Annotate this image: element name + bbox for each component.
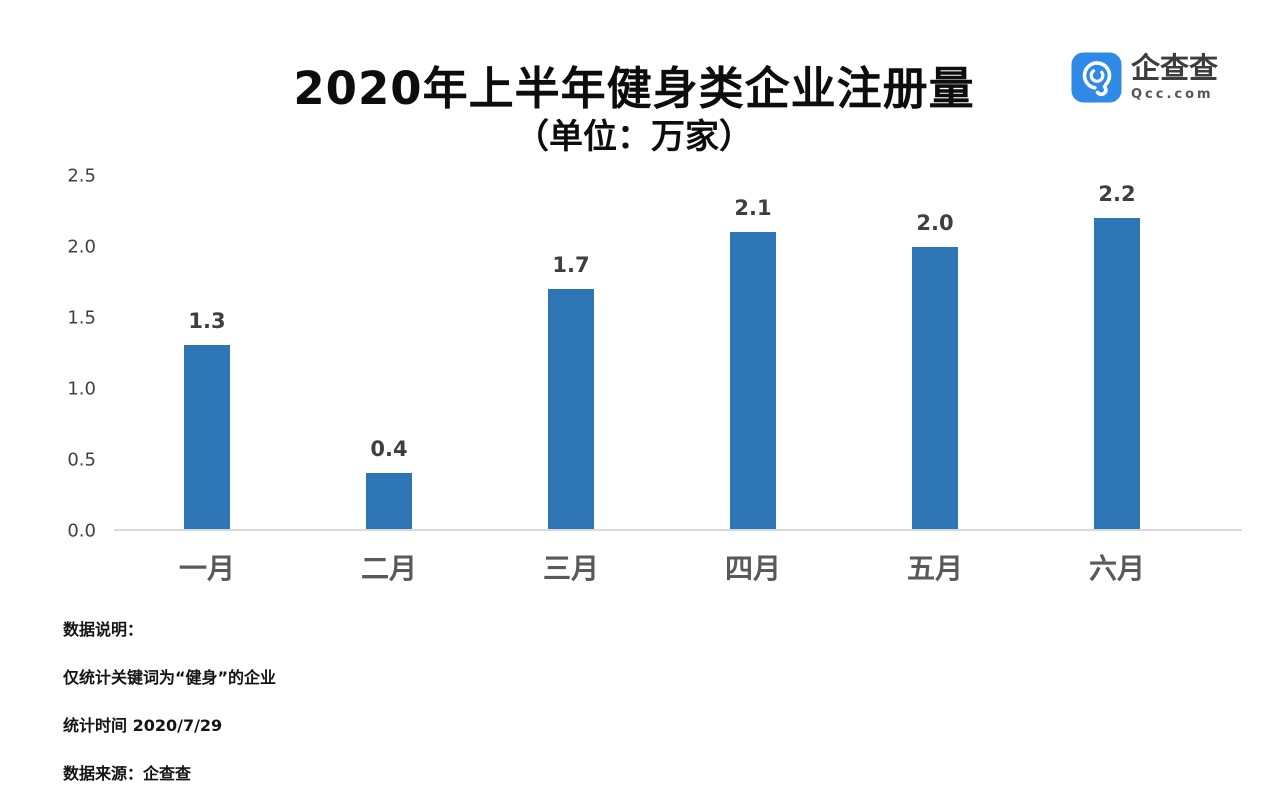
bar <box>548 288 594 529</box>
x-axis-label: 一月 <box>178 552 236 585</box>
bar <box>184 345 230 529</box>
bar-value-label: 2.1 <box>734 196 772 221</box>
bar <box>1094 218 1140 529</box>
logo-text-block: 企查查 Qcc.com <box>1130 51 1218 102</box>
bar-column: 1.7 三月 <box>480 176 662 585</box>
note-line: 统计时间 2020/7/29 <box>63 716 223 735</box>
logo-name: 企查查 <box>1130 51 1218 86</box>
bar-value-label: 2.2 <box>1098 182 1136 207</box>
logo-domain: Qcc.com <box>1130 86 1214 102</box>
bar-columns: 1.3 一月 0.4 二月 1.7 三月 2.1 四月 2.0 五月 2.2 六月 <box>116 176 1208 585</box>
bar-value-label: 2.0 <box>916 210 954 235</box>
x-axis-label: 六月 <box>1088 552 1146 585</box>
bar-column: 2.0 五月 <box>844 176 1026 585</box>
chart-subtitle: （单位：万家） <box>515 117 753 157</box>
x-axis-label: 四月 <box>724 552 782 585</box>
x-axis-label: 五月 <box>906 552 964 585</box>
y-tick-label: 0.0 <box>67 520 96 542</box>
bar <box>730 232 776 529</box>
x-axis-label: 二月 <box>360 552 418 585</box>
qcc-magnifier-icon <box>1071 52 1122 103</box>
note-line: 数据来源：企查查 <box>63 764 192 783</box>
y-tick-label: 2.5 <box>67 165 96 187</box>
y-tick-label: 1.0 <box>67 378 96 400</box>
y-tick-label: 0.5 <box>67 449 96 471</box>
x-axis-label: 三月 <box>542 552 600 585</box>
y-axis: 0.0 0.5 1.0 1.5 2.0 2.5 <box>38 166 104 542</box>
bar-chart-plot-area: 1.3 一月 0.4 二月 1.7 三月 2.1 四月 2.0 五月 2.2 六月 <box>114 176 1242 585</box>
bar-column: 2.2 六月 <box>1026 176 1208 585</box>
bar <box>912 246 958 529</box>
data-notes: 数据说明： 仅统计关键词为“健身”的企业 统计时间 2020/7/29 数据来源：企查… <box>63 616 276 808</box>
chart-title: 2020年上半年健身类企业注册量 <box>293 62 975 115</box>
bar-value-label: 1.7 <box>552 252 590 277</box>
note-line: 数据说明： <box>63 620 144 639</box>
y-tick-label: 1.5 <box>67 307 96 329</box>
bar-column: 0.4 二月 <box>298 176 480 585</box>
bar-column: 1.3 一月 <box>116 176 298 585</box>
note-line: 仅统计关键词为“健身”的企业 <box>63 668 277 687</box>
bar-value-label: 0.4 <box>370 436 408 461</box>
bar-column: 2.1 四月 <box>662 176 844 585</box>
qcc-logo: 企查查 Qcc.com <box>1071 52 1218 103</box>
bar-value-label: 1.3 <box>188 309 226 334</box>
y-tick-label: 2.0 <box>67 236 96 258</box>
bar <box>366 472 412 529</box>
